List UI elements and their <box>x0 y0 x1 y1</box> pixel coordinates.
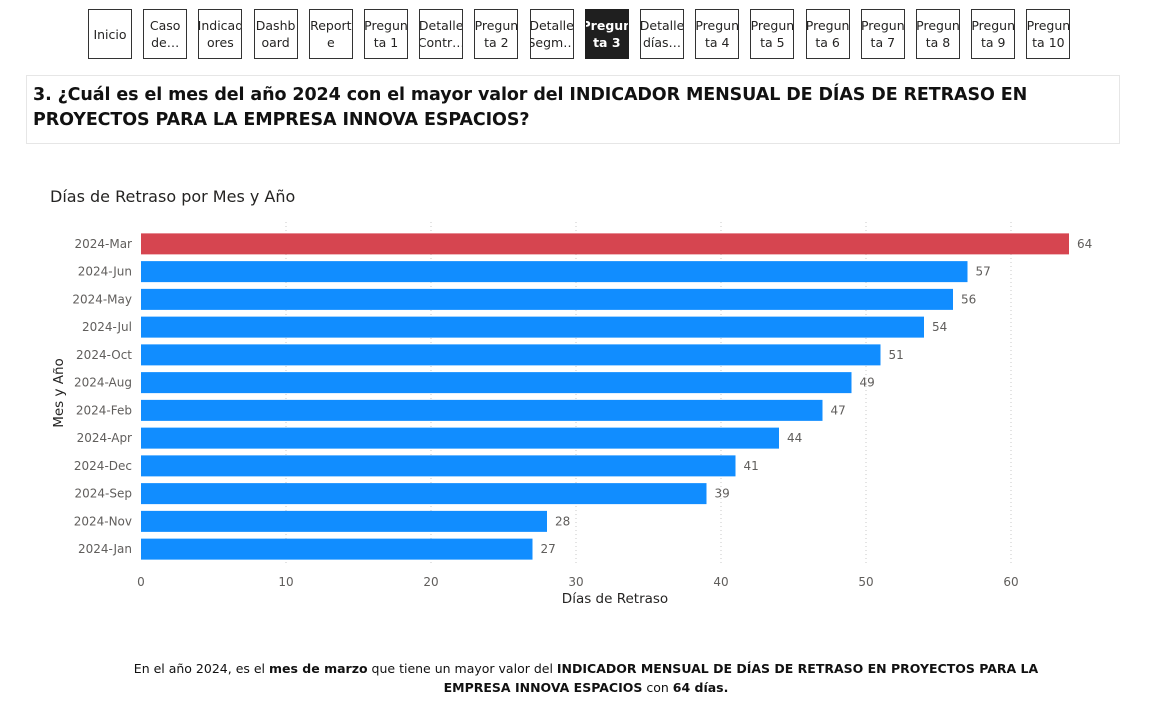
note-text: con <box>642 679 673 695</box>
bar-chart: 2024-Mar 2024-Jun 2024-May 2024-Jul 2024-Oct… <box>51 222 1093 607</box>
category-label: 2024-Apr <box>77 431 132 445</box>
nav-button-5[interactable]: Report e <box>308 9 353 59</box>
x-tick-label: 40 <box>713 575 728 589</box>
note-emphasis: mes de marzo <box>269 661 368 676</box>
conclusion-note: En el año 2024, es el mes de marzo que t… <box>100 660 1072 697</box>
nav-button-12[interactable]: Pregun ta 4 <box>695 9 740 59</box>
bar[interactable] <box>141 538 533 560</box>
nav-button-1[interactable]: Inicio <box>88 9 132 59</box>
x-tick-label: 30 <box>568 575 583 589</box>
category-label: 2024-Jan <box>78 542 132 556</box>
nav-button-17[interactable]: Pregun ta 9 <box>971 9 1016 59</box>
bar[interactable] <box>141 399 823 421</box>
nav-button-16[interactable]: Pregun ta 8 <box>916 9 960 59</box>
category-label: 2024-Oct <box>76 348 132 362</box>
category-labels: 2024-Mar 2024-Jun 2024-May 2024-Jul 2024-Oct… <box>72 237 132 556</box>
bar[interactable] <box>141 372 852 394</box>
bars <box>141 233 1069 560</box>
data-label: 49 <box>860 376 875 390</box>
note-text: que tiene un mayor valor del <box>367 661 557 676</box>
note-text: En el año 2024, es el <box>133 661 270 676</box>
nav-button-15[interactable]: Pregun ta 7 <box>860 9 905 59</box>
nav-button-7[interactable]: Detalle Contr… <box>419 9 464 59</box>
question-title: 3. ¿Cuál es el mes del año 2024 con el m… <box>33 85 1028 130</box>
x-axis-title: Días de Retraso <box>562 591 668 607</box>
nav-button-14[interactable]: Pregun ta 6 <box>805 9 850 59</box>
nav-button-10[interactable]: Pregun ta 3 <box>584 9 629 59</box>
bar[interactable] <box>141 261 968 283</box>
bar[interactable] <box>141 288 953 310</box>
data-label: 44 <box>787 431 802 445</box>
nav-button-6[interactable]: Pregun ta 1 <box>364 9 408 59</box>
category-label: 2024-Mar <box>74 237 132 251</box>
x-tick-label: 60 <box>1003 575 1018 589</box>
bar[interactable] <box>141 427 779 449</box>
category-label: 2024-Dec <box>74 459 132 473</box>
data-label: 41 <box>744 459 759 473</box>
data-label: 56 <box>961 292 976 306</box>
note-emphasis: INDICADOR MENSUAL DE DÍAS DE RETRASO EN … <box>443 661 1039 695</box>
bar[interactable] <box>141 483 707 505</box>
category-label: 2024-Aug <box>74 376 132 390</box>
page-navigation: Inicio Caso de… Indicad ores Dashb oard Repo… <box>0 0 1172 70</box>
category-label: 2024-Jun <box>78 265 132 279</box>
nav-button-2[interactable]: Caso de… <box>143 9 188 59</box>
question-box: 3. ¿Cuál es el mes del año 2024 con el m… <box>26 75 1120 144</box>
data-label: 57 <box>976 265 991 279</box>
x-tick-label: 0 <box>137 575 145 589</box>
x-axis-ticks: 0 10 20 30 40 50 60 <box>137 575 1018 589</box>
nav-button-13[interactable]: Pregun ta 5 <box>750 9 795 59</box>
category-label: 2024-May <box>72 292 132 306</box>
nav-button-4[interactable]: Dashb oard <box>253 9 298 59</box>
category-label: 2024-Nov <box>74 514 132 528</box>
x-tick-label: 10 <box>278 575 293 589</box>
data-label: 51 <box>889 348 904 362</box>
x-tick-label: 50 <box>858 575 873 589</box>
bar[interactable] <box>141 316 924 338</box>
data-label: 28 <box>555 514 570 528</box>
data-label: 54 <box>932 320 947 334</box>
nav-button-8[interactable]: Pregun ta 2 <box>474 9 519 59</box>
nav-button-18[interactable]: Pregun ta 10 <box>1026 9 1071 59</box>
category-label: 2024-Sep <box>75 487 133 501</box>
bar[interactable] <box>141 510 547 532</box>
bar[interactable] <box>141 233 1069 255</box>
data-label: 64 <box>1077 237 1092 251</box>
nav-button-11[interactable]: Detalle días… <box>640 9 684 59</box>
note-emphasis: 64 días. <box>672 679 729 695</box>
chart-title: Días de Retraso por Mes y Año <box>50 187 296 206</box>
nav-button-9[interactable]: Detalle Segm… <box>529 9 574 59</box>
category-label: 2024-Feb <box>76 403 132 417</box>
y-axis-title: Mes y Año <box>51 358 67 428</box>
data-label: 27 <box>541 542 556 556</box>
category-label: 2024-Jul <box>82 320 132 334</box>
nav-button-3[interactable]: Indicad ores <box>198 9 243 59</box>
bar[interactable] <box>141 455 736 477</box>
bar[interactable] <box>141 344 881 366</box>
x-tick-label: 20 <box>423 575 438 589</box>
data-label: 39 <box>715 487 730 501</box>
data-label: 47 <box>831 403 846 417</box>
